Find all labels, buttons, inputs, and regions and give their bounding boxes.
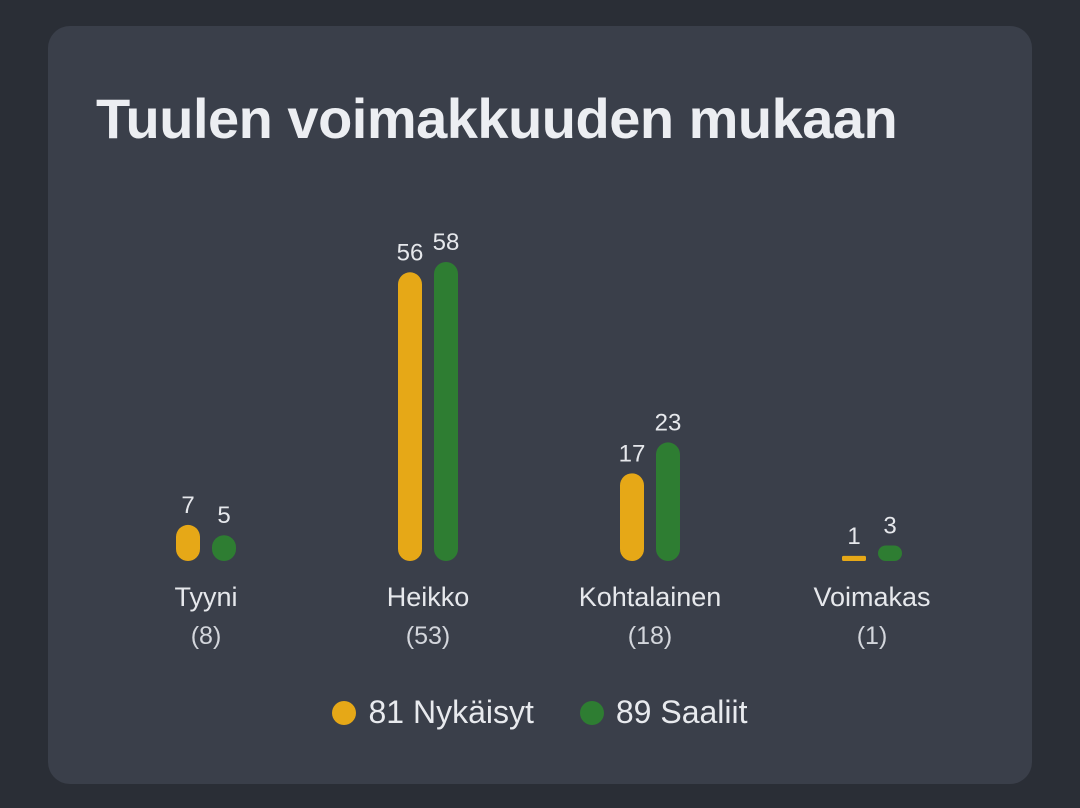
category-label: Kohtalainen [579,582,722,612]
legend-item-saaliit[interactable]: 89 Saaliit [579,694,748,731]
bar-chart: 7 5 Tyyni (8) 56 58 Heikko (53) 17 23 Kohtalainen (… [174,229,930,650]
category-label: Heikko [387,582,470,612]
chart-card: Tuulen voimakkuuden mukaan 7 5 Tyyni (8) 56 5… [48,26,1032,784]
bar-nykisyt-kohtalainen[interactable] [620,473,644,561]
value-label: 1 [847,523,860,550]
legend-dot-nykaisyt [332,700,357,725]
chart-legend: 81 Nykäisyt 89 Saaliit [48,694,1032,731]
category-count-label: (53) [406,622,450,650]
bar-nykisyt-tyyni[interactable] [176,524,200,561]
value-label: 58 [433,229,460,256]
legend-dot-saaliit [579,700,604,725]
bar-saaliit-kohtalainen[interactable] [656,442,680,561]
bar-saaliit-heikko[interactable] [434,262,458,561]
bar-saaliit-voimakas[interactable] [878,545,902,561]
category-count-label: (18) [628,622,672,650]
bar-nykisyt-heikko[interactable] [398,272,422,561]
value-label: 56 [397,239,424,266]
bar-saaliit-tyyni[interactable] [212,535,236,561]
category-label: Voimakas [813,582,930,612]
category-label: Tyyni [174,582,237,612]
legend-label-nykaisyt: 81 Nykäisyt [368,694,534,730]
value-label: 3 [883,513,896,540]
legend-label-saaliit: 89 Saaliit [615,694,748,730]
value-label: 7 [181,492,194,519]
category-count-label: (8) [191,622,222,650]
legend-item-nykaisyt[interactable]: 81 Nykäisyt [332,694,534,731]
bar-nykisyt-voimakas[interactable] [842,555,866,561]
category-count-label: (1) [857,622,888,650]
value-label: 23 [655,409,682,436]
value-label: 17 [619,440,646,467]
value-label: 5 [217,502,230,529]
chart-title: Tuulen voimakkuuden mukaan [96,87,898,150]
